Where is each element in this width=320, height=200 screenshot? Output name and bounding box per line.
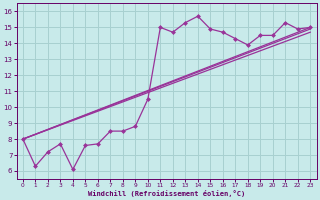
X-axis label: Windchill (Refroidissement éolien,°C): Windchill (Refroidissement éolien,°C): [88, 190, 245, 197]
